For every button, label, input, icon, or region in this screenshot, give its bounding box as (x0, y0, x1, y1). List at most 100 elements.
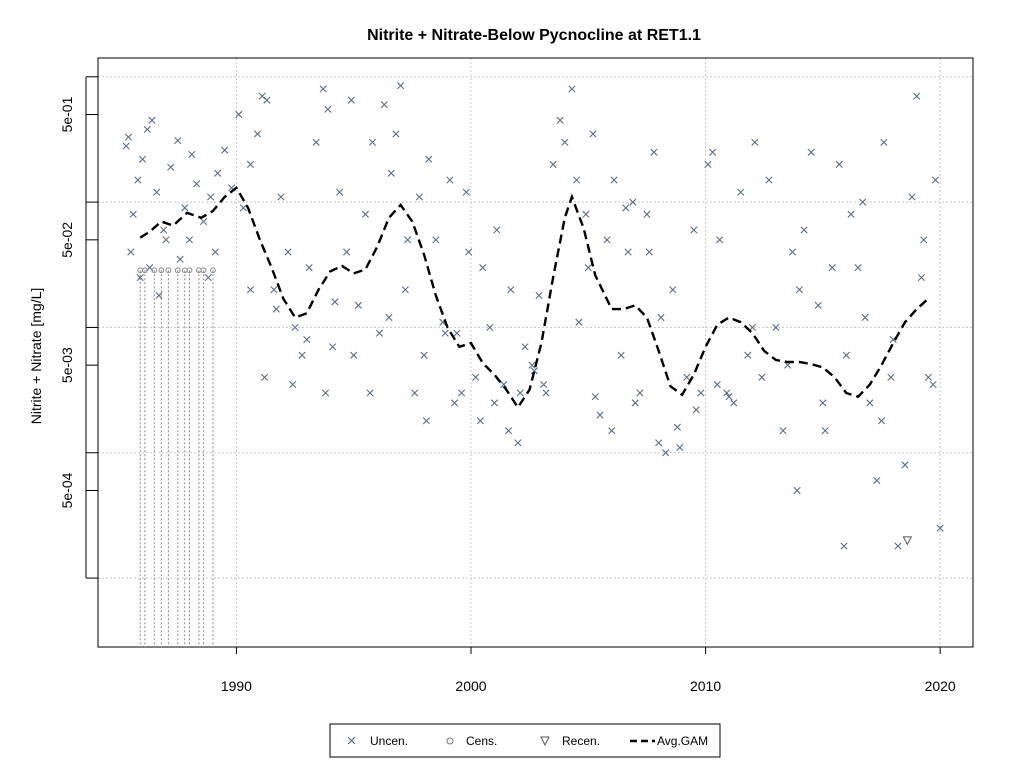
uncensored-point (516, 389, 524, 397)
legend-item-recen: Recen. (540, 734, 600, 748)
uncensored-point (441, 329, 449, 337)
legend-recen-label: Recen. (562, 734, 600, 748)
uncensored-point (347, 96, 355, 104)
uncensored-point (835, 160, 843, 168)
plot-frame (97, 57, 974, 648)
uncensored-point (549, 160, 557, 168)
x-tick-label: 2010 (690, 678, 721, 694)
uncensored-point (260, 373, 269, 381)
uncensored-point (507, 286, 515, 294)
uncensored-point (366, 389, 374, 397)
uncensored-point (617, 351, 625, 359)
y-tick-label: 5e-03 (59, 347, 75, 383)
censored-point (151, 267, 158, 274)
uncensored-point (645, 248, 653, 256)
uncensored-point (465, 248, 473, 256)
uncensored-point (277, 193, 285, 201)
uncensored-point (800, 226, 808, 234)
uncensored-point (779, 427, 787, 435)
uncensored-point (420, 351, 428, 359)
uncensored-point (204, 273, 212, 282)
uncensored-point (188, 150, 196, 159)
uncensored-point (312, 138, 320, 146)
uncensored-point (253, 130, 262, 138)
uncensored-point (385, 313, 393, 322)
uncensored-point (446, 176, 454, 184)
uncensored-point (842, 351, 850, 359)
uncensored-point (913, 92, 921, 100)
uncensored-point (350, 351, 358, 359)
uncensored-point (737, 188, 745, 196)
x-tick-label: 1990 (221, 678, 252, 694)
uncensored-point (624, 248, 632, 256)
uncensored-point (453, 329, 461, 337)
legend-cens-marker (446, 737, 454, 745)
legend-uncen-label: Uncen. (370, 734, 408, 748)
uncensored-point (603, 236, 611, 244)
uncensored-point (657, 313, 665, 322)
uncensored-point (596, 411, 604, 419)
uncensored-point (343, 248, 351, 256)
uncensored-point (284, 248, 292, 256)
uncensored-point (185, 236, 194, 244)
legend-gam-label: Avg.GAM (657, 734, 708, 748)
uncensored-point (167, 163, 175, 171)
uncensored-point (127, 248, 135, 256)
uncensored-point (387, 169, 395, 177)
uncensored-point (917, 273, 925, 282)
censored-point (186, 267, 193, 274)
uncensored-point (692, 406, 700, 414)
uncensored-point (368, 138, 377, 146)
uncensored-point (636, 389, 644, 397)
y-tick-label: 5e-01 (59, 96, 75, 132)
uncensored-point (211, 248, 219, 256)
uncensored-point (854, 264, 862, 272)
uncensored-point (880, 138, 888, 146)
legend-item-cens: Cens. (446, 734, 497, 748)
uncensored-point (500, 380, 508, 389)
uncensored-point (873, 476, 881, 485)
uncensored-point (704, 160, 712, 168)
uncensored-point (136, 273, 144, 282)
uncensored-point (568, 85, 576, 93)
uncensored-point (235, 110, 243, 119)
chart-title: Nitrite + Nitrate-Below Pycnocline at RE… (367, 27, 701, 44)
uncensored-point (629, 198, 637, 206)
uncensored-point (122, 142, 130, 150)
uncensored-point (582, 210, 590, 218)
uncensored-point (476, 417, 484, 425)
uncensored-point (713, 380, 721, 389)
censored-point (158, 267, 165, 274)
uncensored-point (303, 335, 311, 344)
uncensored-point (124, 133, 133, 141)
uncensored-point (143, 125, 151, 134)
uncensored-point (807, 148, 815, 156)
uncensored-point (160, 226, 168, 234)
uncensored-point (929, 380, 937, 389)
uncensored-point (411, 389, 419, 397)
uncensored-point (709, 148, 717, 156)
uncensored-point (199, 217, 208, 226)
censored-point (210, 267, 216, 274)
uncensored-point (493, 226, 501, 234)
uncensored-point (814, 301, 822, 309)
uncensored-point (134, 176, 142, 184)
uncensored-point (697, 389, 705, 397)
uncensored-point (716, 236, 724, 244)
uncensored-point (479, 264, 487, 272)
uncensored-point (793, 486, 801, 495)
censored-lines (139, 270, 214, 647)
uncensored-point (676, 443, 684, 452)
uncensored-point (765, 176, 773, 184)
uncensored-point (129, 210, 137, 218)
legend-item-gam: Avg.GAM (630, 734, 708, 748)
uncensored-point (380, 101, 388, 109)
uncensored-point (305, 264, 313, 272)
uncensored-point (821, 427, 829, 435)
uncensored-point (894, 542, 902, 550)
uncensored-point (397, 82, 405, 90)
uncensored-point (683, 373, 691, 381)
uncensored-point (795, 286, 803, 294)
legend-item-uncen: Uncen. (347, 734, 408, 748)
recensored-point (902, 536, 913, 546)
